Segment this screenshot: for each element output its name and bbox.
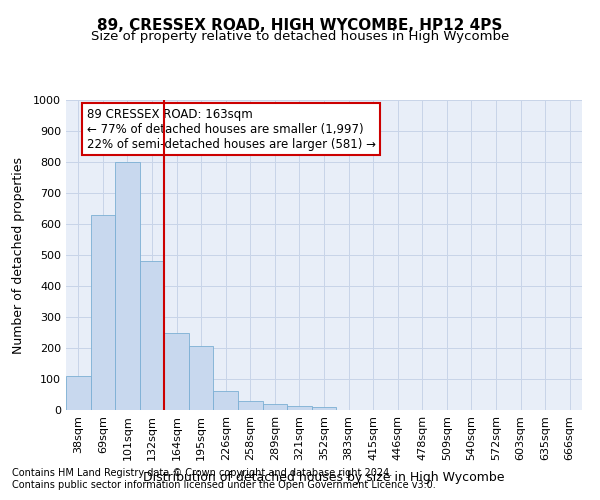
Bar xyxy=(164,332,189,410)
Bar xyxy=(115,162,140,410)
X-axis label: Distribution of detached houses by size in High Wycombe: Distribution of detached houses by size … xyxy=(143,471,505,484)
Bar xyxy=(91,214,115,410)
Text: Contains HM Land Registry data © Crown copyright and database right 2024.: Contains HM Land Registry data © Crown c… xyxy=(12,468,392,477)
Text: 89 CRESSEX ROAD: 163sqm
← 77% of detached houses are smaller (1,997)
22% of semi: 89 CRESSEX ROAD: 163sqm ← 77% of detache… xyxy=(86,108,376,151)
Bar xyxy=(66,376,91,410)
Bar xyxy=(287,406,312,410)
Text: Contains public sector information licensed under the Open Government Licence v3: Contains public sector information licen… xyxy=(12,480,436,490)
Text: 89, CRESSEX ROAD, HIGH WYCOMBE, HP12 4PS: 89, CRESSEX ROAD, HIGH WYCOMBE, HP12 4PS xyxy=(97,18,503,32)
Y-axis label: Number of detached properties: Number of detached properties xyxy=(12,156,25,354)
Bar xyxy=(140,261,164,410)
Bar xyxy=(214,392,238,410)
Bar xyxy=(312,407,336,410)
Bar xyxy=(263,404,287,410)
Text: Size of property relative to detached houses in High Wycombe: Size of property relative to detached ho… xyxy=(91,30,509,43)
Bar xyxy=(238,402,263,410)
Bar xyxy=(189,346,214,410)
